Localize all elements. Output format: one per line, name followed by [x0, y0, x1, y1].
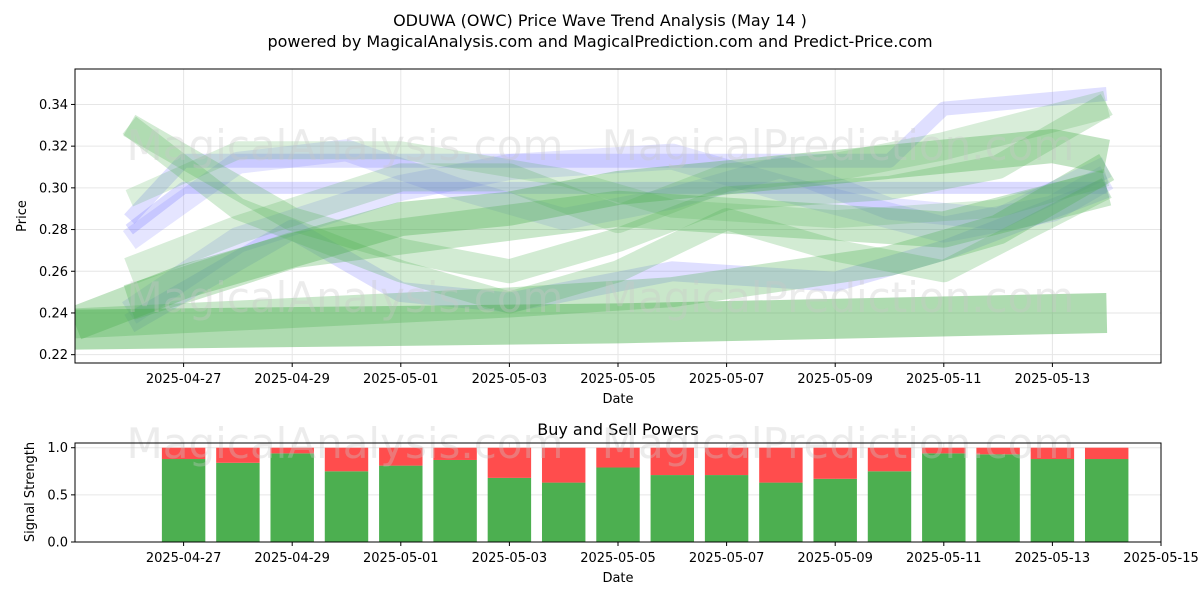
signal-x-tick-label: 2025-05-09 [797, 551, 873, 566]
signal-y-label: Signal Strength [23, 442, 38, 542]
signal-x-tick-label: 2025-05-05 [580, 551, 656, 566]
price-y-tick-label: 0.24 [39, 306, 68, 321]
buy-bar [541, 482, 586, 542]
buy-bar [1030, 459, 1075, 542]
sell-bar [324, 447, 369, 472]
buy-bar [216, 462, 260, 542]
buy-bar [596, 467, 640, 542]
buy-bar [922, 453, 966, 542]
price-y-tick-label: 0.22 [39, 348, 68, 363]
sell-bar [161, 447, 206, 460]
price-wave-green-12 [123, 170, 1112, 320]
price-x-tick-label: 2025-05-11 [906, 372, 982, 387]
signal-x-tick-label: 2025-05-11 [906, 551, 982, 566]
sell-bar [270, 447, 314, 454]
signal-x-tick-label: 2025-05-13 [1015, 551, 1091, 566]
watermark-analysis-mid: MagicalAnalysis.com [127, 273, 564, 322]
price-x-label: Date [602, 392, 633, 407]
watermark-prediction-top: MagicalPrediction.com [602, 121, 1075, 170]
sell-bar [596, 447, 640, 468]
buy-bar [1084, 459, 1129, 542]
sell-bar [487, 447, 532, 478]
price-wave-green-9 [123, 94, 1113, 284]
price-y-label: Price [15, 200, 30, 232]
buy-bar [324, 471, 369, 542]
signal-x-tick-label: 2025-04-29 [254, 551, 330, 566]
price-wave-blue-4 [124, 178, 1111, 333]
price-wave-blue-1 [124, 87, 1108, 224]
sell-bar [976, 447, 1020, 455]
price-waves [75, 87, 1115, 350]
price-y-tick-label: 0.28 [39, 223, 68, 238]
buy-bar [813, 478, 857, 542]
price-y-tick-label: 0.26 [39, 265, 68, 280]
price-x-axis: 2025-04-27 2025-04-29 2025-05-01 2025-05-03… [146, 363, 1090, 387]
sell-bar [704, 447, 749, 476]
price-x-tick-label: 2025-04-29 [254, 372, 330, 387]
price-x-tick-label: 2025-05-07 [689, 372, 765, 387]
sell-bar [433, 447, 477, 460]
price-x-tick-label: 2025-05-03 [472, 372, 548, 387]
signal-y-tick-label: 1.0 [47, 441, 68, 456]
price-y-tick-label: 0.32 [39, 140, 68, 155]
price-y-tick-label: 0.34 [39, 98, 68, 113]
buy-bar [704, 475, 749, 542]
sell-bar [813, 447, 857, 479]
price-x-tick-label: 2025-04-27 [146, 372, 222, 387]
signal-x-label: Date [602, 571, 633, 586]
price-wave-green-10 [124, 90, 1111, 285]
buy-bar [759, 482, 803, 542]
price-x-tick-label: 2025-05-13 [1015, 372, 1091, 387]
sell-bar [1030, 447, 1075, 460]
buy-bar [487, 477, 532, 542]
signal-x-tick-label: 2025-04-27 [146, 551, 222, 566]
signal-x-tick-label: 2025-05-03 [472, 551, 548, 566]
price-wave-green-8 [75, 154, 1115, 339]
price-wave-blue-3 [122, 139, 1112, 249]
sell-bar [759, 447, 803, 483]
price-wave-blue-2 [125, 181, 1107, 235]
signal-x-axis: 2025-04-27 2025-04-29 2025-05-01 2025-05-03… [146, 542, 1199, 566]
price-panel: MagicalAnalysis.com MagicalPrediction.co… [15, 68, 1162, 407]
sell-bar [650, 447, 695, 476]
signal-y-axis: 0.0 0.5 1.0 [47, 441, 75, 551]
price-x-tick-label: 2025-05-09 [797, 372, 873, 387]
sell-bar [216, 447, 260, 463]
sell-bar [867, 447, 912, 472]
signal-x-tick-label: 2025-05-01 [363, 551, 439, 566]
watermark-analysis-top: MagicalAnalysis.com [127, 121, 564, 170]
chart-title: ODUWA (OWC) Price Wave Trend Analysis (M… [393, 11, 807, 30]
signal-title: Buy and Sell Powers [537, 420, 699, 439]
price-grid [75, 69, 1161, 363]
buy-bar [867, 471, 912, 542]
price-wave-green-13 [125, 141, 1110, 229]
price-x-tick-label: 2025-05-01 [363, 372, 439, 387]
buy-bar [270, 453, 314, 542]
buy-bar [976, 454, 1020, 542]
sell-bar [922, 447, 966, 454]
price-wave-green-6 [75, 129, 1110, 340]
price-wave-green-11 [122, 116, 1112, 314]
price-y-axis: 0.22 0.24 0.26 0.28 0.30 0.32 0.34 [39, 98, 75, 363]
signal-y-tick-label: 0.5 [47, 488, 68, 503]
signal-y-tick-label: 0.0 [47, 536, 68, 551]
price-y-tick-label: 0.30 [39, 181, 68, 196]
buy-bar [379, 465, 423, 542]
buy-bar [433, 459, 477, 542]
chart-subtitle: powered by MagicalAnalysis.com and Magic… [267, 32, 932, 51]
sell-bar [379, 447, 423, 466]
watermark-prediction-mid: MagicalPrediction.com [602, 273, 1075, 322]
buy-bar [161, 459, 206, 542]
signal-bars [161, 447, 1129, 542]
price-wave-blue-5 [122, 143, 1114, 324]
sell-bar [1084, 447, 1129, 460]
price-x-tick-label: 2025-05-05 [580, 372, 656, 387]
signal-x-tick-label: 2025-05-07 [689, 551, 765, 566]
sell-bar [541, 447, 586, 483]
signal-x-tick-label: 2025-05-15 [1123, 551, 1199, 566]
buy-bar [650, 475, 695, 542]
signal-panel: Buy and Sell Powers MagicalAnalysis.com … [23, 419, 1199, 586]
price-wave-green-7 [75, 293, 1108, 350]
